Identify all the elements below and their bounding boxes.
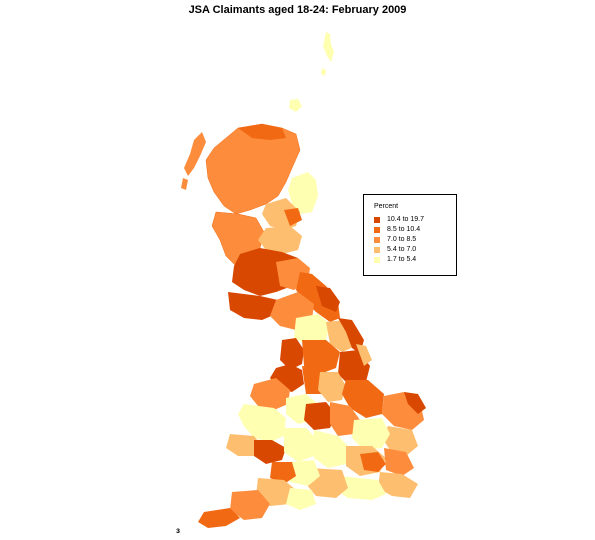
legend-swatch: [374, 246, 380, 253]
region-fife-lothian: [258, 226, 302, 254]
region-derbyshire: [318, 372, 346, 402]
region-gloucestershire: [284, 428, 318, 462]
shetland-islands: [321, 32, 334, 76]
legend-label: 7.0 to 8.5: [387, 236, 417, 243]
region-dorset: [286, 488, 316, 510]
corner-mark: з: [176, 526, 180, 535]
region-yorkshire-dales: [294, 314, 330, 346]
legend-label: 5.4 to 7.0: [387, 246, 417, 253]
legend-swatch: [374, 256, 380, 263]
region-west-yorkshire: [302, 340, 340, 374]
region-devon: [230, 490, 270, 520]
region-bristol: [270, 462, 296, 484]
region-norfolk-coast: [404, 392, 426, 414]
region-kent: [378, 472, 418, 498]
region-lancashire: [280, 338, 304, 370]
region-lincolnshire: [342, 380, 384, 418]
region-sussex: [336, 476, 386, 500]
region-north-wales: [250, 378, 290, 410]
region-south-wales-valleys: [254, 440, 286, 464]
region-wiltshire: [290, 460, 320, 486]
region-north-east-scotland: [288, 172, 318, 214]
legend-swatch: [374, 226, 380, 233]
region-east-yorkshire: [356, 344, 372, 366]
orkney-islands: [289, 99, 302, 112]
legend-item: 8.5 to 10.4: [374, 225, 420, 234]
region-oxfordshire: [314, 430, 350, 468]
legend-item: 7.0 to 8.5: [374, 235, 416, 244]
region-north-east-england: [296, 272, 340, 322]
legend-item: 10.4 to 19.7: [374, 215, 424, 224]
legend-item: 5.4 to 7.0: [374, 245, 416, 254]
region-tyneside: [316, 286, 340, 312]
outer-hebrides: [181, 132, 206, 190]
region-galloway: [228, 292, 278, 320]
legend-label: 10.4 to 19.7: [387, 216, 424, 223]
region-suffolk: [382, 426, 418, 456]
legend-label: 1.7 to 5.4: [387, 256, 417, 263]
region-dundee: [284, 208, 302, 226]
region-essex: [384, 448, 414, 476]
legend-item: 1.7 to 5.4: [374, 255, 416, 264]
region-somerset: [256, 478, 296, 506]
region-west-midlands: [304, 402, 336, 430]
map-title: JSA Claimants aged 18-24: February 2009: [188, 4, 407, 16]
region-cornwall: [198, 508, 240, 528]
region-highlands: [205, 123, 301, 215]
legend-title: Percent: [374, 203, 399, 210]
region-london: [360, 452, 386, 472]
region-cambridgeshire: [352, 418, 390, 450]
region-mid-wales: [238, 404, 286, 442]
legend-swatch: [374, 216, 380, 223]
region-south-west-wales: [226, 434, 262, 456]
map-legend: Percent 10.4 to 19.7 8.5 to 10.4 7.0 to …: [363, 194, 457, 276]
region-far-north: [238, 124, 286, 140]
legend-swatch: [374, 236, 380, 243]
legend-label: 8.5 to 10.4: [387, 226, 421, 233]
region-east-midlands: [330, 402, 360, 436]
